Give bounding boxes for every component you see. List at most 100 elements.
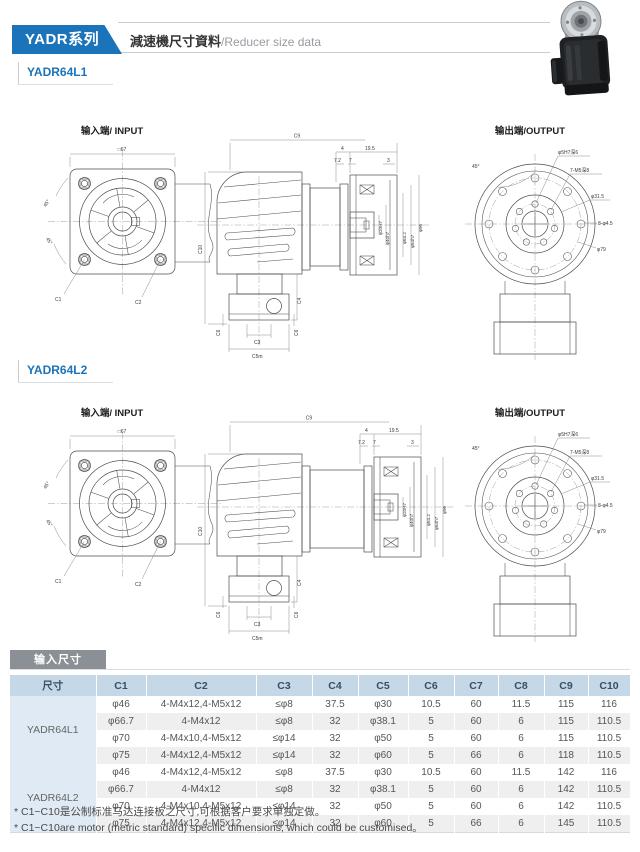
dim-cell: 4-M4x12,4-M5x12 — [146, 696, 257, 713]
dim-cell: ≤φ14 — [256, 798, 313, 815]
side-view: C9 — [197, 416, 453, 642]
table-row: YADR64L1 φ46 4-M4x12,4-M5x12 ≤φ8 37.5 φ30 10.5… — [10, 696, 631, 764]
dim-45-top: 45° — [42, 481, 51, 491]
dim-c10: C10 — [198, 527, 204, 536]
dim-cell: 110.5 — [588, 730, 631, 747]
output-flange-section: φ20H7 φ40h7 φ63.2 φ64h7 φ96 4 19.5 7.2 7… — [358, 425, 447, 558]
dim-cell: 110.5 — [588, 798, 631, 815]
dim-45-output: 45° — [472, 164, 480, 170]
dim-cell: 5 — [408, 730, 455, 747]
col-header: C8 — [498, 675, 545, 696]
dim-cell: 5 — [408, 713, 455, 730]
dim-cell: 116 — [588, 764, 631, 781]
dim-cell: φ70 — [96, 730, 147, 747]
dim-19-5: 19.5 — [389, 428, 399, 434]
header-rule-top — [118, 22, 550, 23]
dim-3: 3 — [387, 158, 390, 164]
dim-pin-hole: φ5H7深6 — [558, 149, 578, 156]
dim-cell: φ30 — [358, 764, 409, 781]
col-header: C4 — [312, 675, 359, 696]
dim-cell: φ66.7 — [96, 713, 147, 730]
dim-cell: 6 — [498, 730, 545, 747]
output-view-title: 输出端/OUTPUT — [495, 125, 565, 137]
dim-cell: 5 — [408, 747, 455, 764]
dim-pin-hole: φ5H7深6 — [558, 431, 578, 438]
dim-3: 3 — [411, 440, 414, 446]
dim-cell: 4-M4x12,4-M5x12 — [146, 815, 257, 833]
dim-cell: 32 — [312, 798, 359, 815]
coupling-spokes — [90, 470, 154, 537]
dim-45-bottom: 45° — [44, 236, 53, 246]
dim-19-5: 19.5 — [365, 146, 375, 152]
dim-7-2: 7.2 — [334, 158, 341, 164]
dim-cell: 4-M4x12,4-M5x12 — [146, 764, 257, 781]
dim-square67: □67 — [118, 429, 127, 435]
dim-cell: 32 — [312, 713, 359, 730]
dim-c2: C2 — [135, 582, 142, 588]
dim-cell: 118 — [544, 747, 589, 764]
drawing-row-yadr64l1: 输入端/ INPUT — [12, 110, 632, 362]
dim-square67: □67 — [118, 147, 127, 153]
dim-cell: 5 — [408, 798, 455, 815]
footnote-zh: * C1~C10是公制标准马达连接板之尺寸,可根据客户要求单独定做。 — [14, 806, 326, 818]
outer-bolt-holes — [484, 455, 586, 557]
dim-cell: 32 — [312, 781, 359, 798]
table-row: φ70 4-M4x10,4-M5x12 ≤φ14 32 φ50 5 60 6 142 110.5 — [10, 798, 631, 815]
input-view: 输入端/ INPUT — [42, 125, 222, 306]
dim-4: 4 — [341, 146, 344, 152]
dim-cell: 60 — [454, 730, 499, 747]
dim-45-bottom: 45° — [44, 518, 53, 528]
dim-dia31-5: φ31.5 — [591, 476, 604, 482]
dimension-drawing: 输入端/ INPUT — [42, 125, 613, 360]
table-row: φ75 4-M4x12,4-M5x12 ≤φ14 32 φ60 5 66 6 145 110.5 — [10, 815, 631, 833]
dim-cell: φ38.1 — [358, 713, 409, 730]
input-dimensions-block: 输入尺寸 尺寸 C1 C2 C3 C4 C5 C6 C7 C8 C9 C10 YADR64L1 φ46… — [10, 650, 631, 833]
dim-c9: C9 — [294, 134, 301, 140]
dim-cell: 142 — [544, 798, 589, 815]
output-view-title: 输出端/OUTPUT — [495, 407, 565, 419]
dim-c6-right: C6 — [294, 329, 300, 336]
output-flange-section: φ20H7 φ40h7 φ63.2 φ64h7 φ96 4 19.5 7.2 7… — [334, 143, 423, 276]
dim-c6-left: C6 — [216, 329, 222, 336]
table-row: φ75 4-M4x12,4-M5x12 ≤φ14 32 φ60 5 66 6 118 110.5 — [10, 747, 631, 764]
product-photo — [550, 0, 611, 96]
dim-cell: ≤φ8 — [256, 764, 313, 781]
side-view: C9 — [197, 134, 429, 360]
dim-dia96: φ96 — [418, 223, 423, 232]
dim-8-holes: 8-φ4.5 — [598, 503, 613, 509]
dim-cell: 4-M4x12,4-M5x12 — [146, 747, 257, 764]
dim-cell: ≤φ8 — [256, 781, 313, 798]
dim-cell: 4-M4x12 — [146, 781, 257, 798]
dim-cell: 32 — [312, 730, 359, 747]
dimension-drawing: 输入端/ INPUT — [42, 407, 613, 642]
dim-cell: 6 — [498, 781, 545, 798]
dim-cell: φ66.7 — [96, 781, 147, 798]
dim-dia63: φ63.2 — [426, 514, 431, 526]
dim-cell: φ60 — [358, 747, 409, 764]
col-header: C2 — [146, 675, 257, 696]
dim-cell: 10.5 — [408, 696, 455, 713]
dim-cell: 37.5 — [312, 696, 359, 713]
housing-fins — [216, 179, 302, 263]
table-row: YADR64L2 φ46 4-M4x12,4-M5x12 ≤φ8 37.5 φ30 10.5… — [10, 764, 631, 833]
dim-cell: φ70 — [96, 798, 147, 815]
dim-dia79: φ79 — [597, 247, 606, 253]
dim-dia20: φ20H7 — [402, 503, 407, 517]
dimensions-table: 尺寸 C1 C2 C3 C4 C5 C6 C7 C8 C9 C10 YADR64L1 φ46 4-M4x… — [10, 675, 631, 833]
corner-bolt-holes — [78, 177, 167, 266]
col-header: C1 — [96, 675, 147, 696]
output-view: 输出端/OUTPUT 45° φ5H7深6 7-M5深8 φ31.5 — [465, 125, 613, 360]
dim-4: 4 — [365, 428, 368, 434]
input-view-title: 输入端/ INPUT — [81, 125, 143, 137]
model-cell: YADR64L2 — [10, 764, 97, 833]
dim-c6-left: C6 — [216, 611, 222, 618]
dim-cell: φ38.1 — [358, 781, 409, 798]
dim-cell: 6 — [498, 815, 545, 833]
dim-dia64: φ64h7 — [410, 234, 415, 248]
dim-cell: 32 — [312, 747, 359, 764]
outer-bolt-holes — [484, 173, 586, 275]
dim-cell: 115 — [544, 696, 589, 713]
dim-cell: ≤φ14 — [256, 747, 313, 764]
dim-cell: 145 — [544, 815, 589, 833]
dim-cell: 110.5 — [588, 747, 631, 764]
